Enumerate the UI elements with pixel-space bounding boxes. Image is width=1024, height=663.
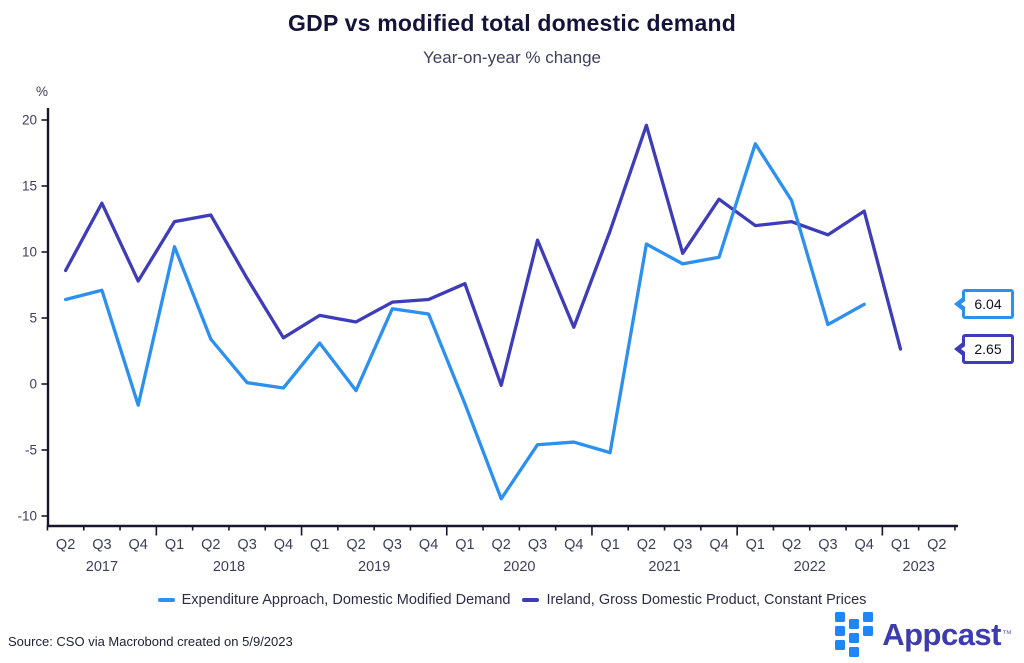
legend-item-gdp-label: Ireland, Gross Domestic Product, Constan…: [546, 592, 867, 608]
legend-item-mdd-label: Expenditure Approach, Domestic Modified …: [181, 592, 511, 608]
quarter-label: Q2: [492, 537, 511, 553]
series-line-gdp: [63, 123, 903, 387]
y-tick-label: 20: [22, 113, 37, 128]
quarter-label: Q4: [564, 537, 583, 553]
quarter-label: Q3: [818, 537, 837, 553]
quarter-label: Q1: [600, 537, 619, 553]
quarter-label: Q2: [56, 537, 75, 553]
quarter-label: Q4: [855, 537, 874, 553]
appcast-logo-text: Appcast: [882, 617, 1001, 652]
series-line-mdd: [63, 142, 866, 501]
source-note: Source: CSO via Macrobond created on 5/9…: [8, 634, 293, 649]
callout-gdp-last-value: 2.65: [962, 334, 1014, 365]
quarter-label: Q4: [419, 537, 438, 553]
trademark-symbol: ™: [1002, 628, 1012, 640]
year-label: 2018: [213, 559, 245, 575]
appcast-logo-mark: [835, 612, 874, 657]
quarter-label: Q1: [165, 537, 184, 553]
y-tick-label: 15: [22, 179, 37, 194]
quarter-label: Q1: [891, 537, 910, 553]
year-label: 2017: [86, 559, 118, 575]
quarter-label: Q1: [310, 537, 329, 553]
quarter-label: Q2: [201, 537, 220, 553]
quarter-label: Q3: [92, 537, 111, 553]
quarter-label: Q2: [346, 537, 365, 553]
chart-subtitle: Year-on-year % change: [423, 48, 601, 67]
y-tick-label: 0: [29, 377, 37, 392]
gdp-line-swatch: [522, 598, 540, 602]
quarter-label: Q4: [129, 537, 148, 553]
year-label: 2021: [648, 559, 680, 575]
y-tick-label: 10: [22, 245, 37, 260]
legend-item-gdp: Ireland, Gross Domestic Product, Constan…: [522, 592, 866, 608]
quarter-label: Q1: [455, 537, 474, 553]
quarter-label: Q4: [274, 537, 293, 553]
legend-item-mdd: Expenditure Approach, Domestic Modified …: [157, 592, 511, 608]
quarter-label: Q4: [709, 537, 728, 553]
quarter-label: Q2: [637, 537, 656, 553]
quarter-label: Q1: [746, 537, 765, 553]
chart-title: GDP vs modified total domestic demand: [288, 10, 736, 36]
mdd-line-swatch: [157, 598, 175, 602]
year-label: 2022: [794, 559, 826, 575]
year-label: 2023: [903, 559, 935, 575]
quarter-label: Q2: [927, 537, 946, 553]
quarter-label: Q3: [383, 537, 402, 553]
year-label: 2019: [358, 559, 390, 575]
y-axis-unit-label: %: [36, 84, 48, 99]
callout-mdd-last-value: 6.04: [962, 289, 1014, 320]
legend: Expenditure Approach, Domestic Modified …: [0, 592, 1024, 608]
callout-gdp-value-text: 2.65: [974, 341, 1002, 358]
callout-mdd-value-text: 6.04: [974, 296, 1002, 313]
quarter-label: Q3: [673, 537, 692, 553]
quarter-label: Q3: [528, 537, 547, 553]
quarter-label: Q2: [782, 537, 801, 553]
quarter-label: Q3: [237, 537, 256, 553]
appcast-logo: Appcast ™: [835, 612, 1012, 657]
y-tick-label: -5: [25, 443, 37, 458]
y-tick-label: 5: [29, 311, 37, 326]
year-label: 2020: [503, 559, 535, 575]
y-tick-label: -10: [17, 509, 37, 524]
